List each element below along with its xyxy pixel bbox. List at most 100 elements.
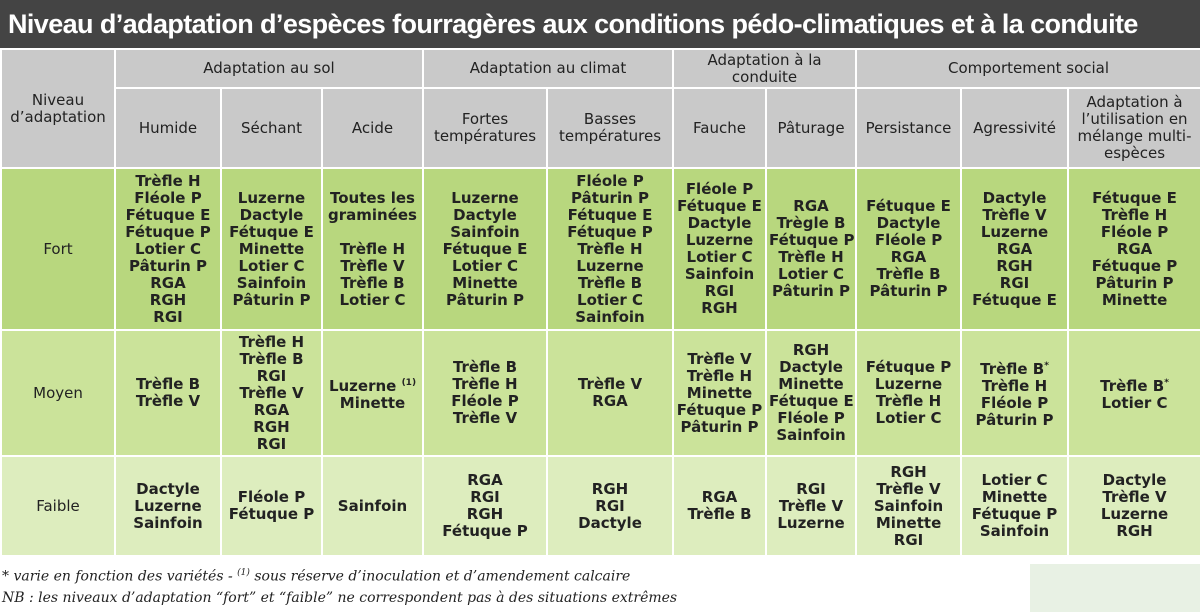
footnote-2: NB : les niveaux d’adaptation “fort” et …	[2, 590, 678, 606]
species-name: Trègle B	[776, 214, 846, 232]
species-name: Fléole P	[1100, 222, 1169, 241]
species-item: RGH	[676, 300, 763, 317]
footnote-1-text-a: * varie en fonction des variétés -	[2, 568, 238, 585]
species-cell: RGH Trèfle V Sainfoin Minette RGI	[855, 455, 963, 557]
species-name: Minette	[339, 393, 406, 412]
species-name: Sainfoin	[684, 265, 755, 283]
species-item: Luzerne	[859, 376, 958, 393]
species-item: Fétuque E	[118, 205, 218, 224]
species-item: Fétuque P	[676, 401, 763, 419]
row-label-faible: Faible	[0, 455, 116, 557]
species-item: Minette	[769, 376, 853, 393]
col-header-humide: Humide	[114, 87, 222, 169]
species-cell: Trèfle B Trèfle V	[114, 329, 222, 457]
species-name: Trèfle V	[778, 496, 844, 515]
species-item: Minette	[325, 393, 420, 412]
species-item: Minette	[426, 274, 544, 292]
species-item: Trèfle H	[859, 393, 958, 410]
species-name: Fétuque E	[125, 205, 211, 224]
species-cell: Trèfle B* Lotier C	[1067, 329, 1200, 457]
species-name: Dactyle	[779, 358, 843, 376]
species-name: Trèfle B	[577, 273, 643, 292]
variety-mark: *	[1044, 360, 1049, 371]
species-item: Pâturin P	[859, 283, 958, 300]
species-item: Sainfoin	[426, 223, 544, 241]
species-item: Fétuque E	[550, 206, 670, 224]
col-header-agressivite: Agressivité	[960, 87, 1070, 169]
species-item: Trèfle H	[1071, 206, 1198, 224]
species-name: RGI	[470, 488, 500, 506]
species-item: Fléole P	[224, 489, 319, 506]
species-name: RGH	[996, 256, 1033, 275]
species-name: Fléole P	[134, 188, 202, 207]
species-item: Trèfle B	[224, 350, 319, 368]
table-row-faible: Faible Dactyle Luzerne Sainfoin Fléole P Fét…	[0, 455, 1200, 557]
species-cell: Dactyle Luzerne Sainfoin	[114, 455, 222, 557]
species-item: Sainfoin	[964, 523, 1065, 540]
species-item: RGI	[859, 531, 958, 549]
species-item: Lotier C	[118, 240, 218, 258]
species-name: Sainfoin	[776, 426, 846, 444]
species-cell: Fétuque E Dactyle Fléole P RGA Trèfle B Pâtur…	[855, 167, 963, 331]
species-item: graminées	[325, 206, 420, 224]
species-name: Fléole P	[237, 488, 306, 506]
species-name: Pâturin P	[772, 282, 851, 300]
species-item: Fétuque P	[769, 232, 854, 249]
species-name: Trèfle H	[577, 239, 643, 258]
species-name: Lotier C	[981, 471, 1048, 489]
species-name: Fétuque E	[769, 392, 854, 410]
group-header-conduite: Adaptation à la conduite	[672, 48, 858, 89]
species-name: Dactyle	[136, 479, 200, 498]
species-item: RGI	[769, 480, 853, 498]
species-item: Dactyle	[1071, 472, 1198, 489]
species-item: RGA	[1071, 240, 1198, 258]
species-cell: RGI Trèfle V Luzerne	[765, 455, 858, 557]
species-item: Lotier C	[769, 266, 853, 283]
species-item: Fétuque E	[676, 198, 763, 215]
species-item: Sainfoin	[769, 427, 853, 444]
species-name: RGH	[466, 505, 504, 523]
species-name: RGA	[592, 392, 628, 410]
species-item: Luzerne (1)	[325, 375, 420, 395]
adaptation-table: Niveau d’adaptation Adaptation au sol Ad…	[0, 48, 1200, 557]
species-item: Luzerne	[118, 497, 218, 515]
species-item: Fétuque P	[118, 223, 218, 241]
species-item: Fétuque P	[859, 359, 958, 376]
species-name: Fléole P	[874, 231, 943, 249]
col-header-acide: Acide	[321, 87, 424, 169]
species-item: Fétuque P	[1071, 256, 1198, 275]
species-item: RGH	[426, 506, 544, 523]
species-name: Trèfle B	[452, 358, 518, 376]
species-item: RGA	[964, 240, 1065, 258]
footnote-1-text-b: sous réserve d’inoculation et d’amendeme…	[249, 568, 631, 585]
species-name: Trèfle H	[686, 366, 753, 385]
species-item: Lotier C	[859, 410, 958, 427]
species-name: RGH	[591, 479, 629, 498]
species-name: Trèfle H	[238, 332, 305, 351]
species-item: RGI	[676, 283, 763, 300]
species-item: Fléole P	[426, 393, 544, 410]
species-name: Fléole P	[777, 409, 845, 427]
species-name: Minette	[875, 513, 942, 532]
species-name: Minette	[1101, 290, 1168, 309]
species-item: Dactyle	[859, 215, 958, 232]
corner-decoration	[1030, 564, 1200, 612]
species-cell: Trèfle H Trèfle B RGI Trèfle V RGA RGH RGI	[220, 329, 323, 457]
species-item: Trèfle V	[426, 410, 544, 427]
species-name: Fétuque P	[1091, 256, 1178, 275]
species-name: RGI	[256, 366, 287, 385]
species-name: Luzerne	[576, 256, 644, 275]
species-cell: Trèfle V Trèfle H Minette Fétuque P Pâturin …	[672, 329, 768, 457]
cell-spacer	[325, 224, 420, 241]
species-item: Trèfle V	[964, 206, 1065, 224]
species-item: RGH	[1071, 523, 1198, 540]
group-header-social: Comportement social	[855, 48, 1200, 89]
species-item: Pâturin P	[769, 283, 853, 300]
species-name: RGA	[150, 273, 186, 292]
species-name: Lotier C	[778, 265, 845, 283]
species-name: Lotier C	[238, 256, 305, 275]
species-item: Luzerne	[964, 223, 1065, 241]
footnote-1-mark: (1)	[237, 568, 250, 578]
species-name: Trèfle V	[687, 349, 752, 368]
species-cell: Fléole P Fétuque P	[220, 455, 323, 557]
